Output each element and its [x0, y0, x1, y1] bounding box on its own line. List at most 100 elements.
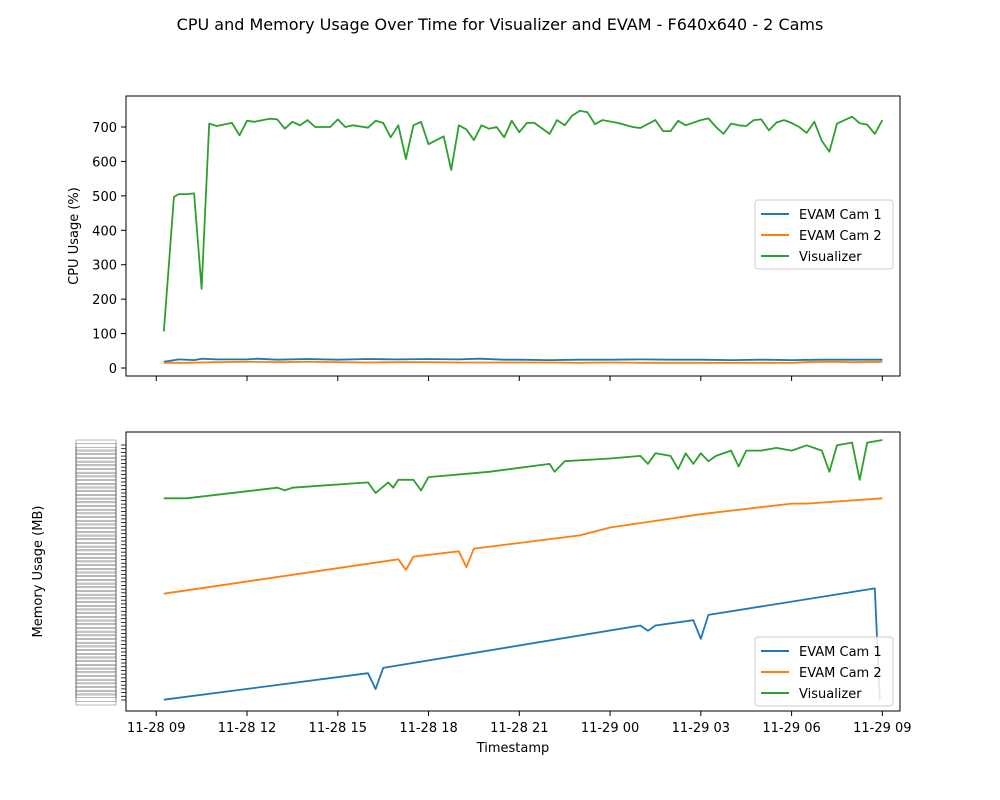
legend-label: EVAM Cam 1 [799, 645, 882, 660]
y-tick-label-illegible [75, 639, 117, 650]
y-tick-label-illegible [75, 469, 117, 480]
x-axis-title: Timestamp [476, 741, 550, 756]
series-line-visualizer [163, 439, 883, 500]
y-tick-label-illegible [75, 613, 117, 624]
y-tick-label-illegible [75, 476, 117, 488]
y-tick-label-illegible [75, 458, 117, 469]
y-tick-label-illegible [75, 643, 117, 654]
y-tick-label-illegible [75, 661, 117, 672]
x-tick-label: 11-29 03 [672, 721, 730, 736]
plot-frame [125, 431, 901, 712]
y-tick-label-illegible [75, 635, 117, 647]
y-tick-label-illegible [75, 606, 117, 617]
y-tick-label-illegible [75, 506, 117, 517]
y-tick-label-illegible [75, 591, 117, 602]
y-tick-label: 500 [92, 190, 117, 205]
y-tick-label-illegible [75, 583, 117, 595]
y-tick-label-illegible [75, 532, 117, 543]
y-axis-title: Memory Usage (MB) [31, 506, 46, 638]
y-tick-label: 300 [92, 259, 117, 274]
y-tick-label-illegible [75, 524, 117, 536]
y-tick-label-illegible [75, 528, 117, 539]
y-tick-label-illegible [75, 480, 117, 491]
y-tick-label-illegible [75, 447, 117, 458]
y-tick-label-illegible [75, 580, 117, 591]
y-tick-label-illegible [75, 617, 117, 628]
cpu-usage-plot: 0 100 200 300 400 500 600 700 CPU Usage (%) EVAM … [67, 95, 901, 381]
legend: EVAM Cam 1 EVAM Cam 2 Visualizer [754, 199, 894, 270]
y-tick-label-illegible [75, 439, 117, 451]
y-tick-label-illegible [75, 443, 117, 454]
y-tick-label-illegible [75, 461, 117, 473]
y-tick-label-illegible [75, 665, 117, 676]
y-tick-label-illegible [75, 521, 117, 532]
y-tick-label-illegible [75, 628, 117, 639]
x-tick-label: 11-29 00 [581, 721, 639, 736]
y-tick-label-illegible [75, 561, 117, 573]
series-line-visualizer [162, 109, 884, 332]
y-axis-title: CPU Usage (%) [67, 187, 82, 285]
y-tick-label: 0 [109, 362, 117, 377]
y-tick-label-illegible [75, 694, 117, 706]
legend-label: EVAM Cam 2 [799, 229, 882, 244]
y-tick-label-illegible [75, 598, 117, 610]
y-tick-label-illegible [75, 672, 117, 684]
y-tick-label-illegible [75, 687, 117, 698]
y-tick-label-illegible [75, 602, 117, 613]
y-tick-label-illegible [75, 654, 117, 665]
y-tick-label: 200 [92, 293, 117, 308]
y-tick-label-illegible [75, 565, 117, 576]
legend-label: EVAM Cam 2 [799, 666, 882, 681]
y-tick-label-illegible [75, 546, 117, 558]
y-tick-label-illegible [75, 502, 117, 514]
legend-label: Visualizer [799, 250, 862, 265]
x-tick-label: 11-29 09 [853, 721, 911, 736]
y-tick-label-illegible [75, 676, 117, 687]
x-tick-label: 11-28 12 [218, 721, 276, 736]
y-tick-label: 400 [92, 224, 117, 239]
y-tick-label-illegible [75, 450, 117, 462]
y-tick-label-illegible [75, 679, 117, 691]
y-tick-label: 700 [92, 121, 117, 136]
y-tick-label-illegible [75, 631, 117, 643]
y-tick-label-illegible [75, 554, 117, 565]
y-tick-label-illegible [75, 650, 117, 661]
y-tick-label: 600 [92, 155, 117, 170]
dense-y-ticks [75, 439, 126, 706]
legend-box [754, 199, 894, 270]
y-tick-label-illegible [75, 487, 117, 499]
y-tick-label: 100 [92, 328, 117, 343]
legend: EVAM Cam 1 EVAM Cam 2 Visualizer [754, 636, 894, 707]
y-tick-label-illegible [75, 572, 117, 584]
y-tick-label-illegible [75, 535, 117, 547]
y-tick-label-illegible [75, 495, 117, 506]
x-tick-label: 11-28 21 [490, 721, 548, 736]
y-tick-label-illegible [75, 668, 117, 680]
y-tick-label-illegible [75, 550, 117, 562]
series-line-evam-cam-1 [163, 357, 883, 363]
legend-box [754, 636, 894, 707]
series-line-evam-cam-1 [163, 587, 881, 701]
y-tick-label-illegible [75, 509, 117, 521]
y-tick-label-illegible [75, 587, 117, 599]
y-tick-label-illegible [75, 594, 117, 606]
plot-frame [125, 95, 901, 377]
y-tick-label-illegible [75, 517, 117, 528]
legend-label: Visualizer [799, 687, 862, 702]
y-tick-label-illegible [75, 691, 117, 702]
y-tick-label-illegible [75, 473, 117, 484]
y-tick-label-illegible [75, 491, 117, 502]
y-tick-label-illegible [75, 539, 117, 551]
memory-usage-plot: 11-28 09 11-28 12 11-28 15 11-28 18 11-28 21… [31, 431, 912, 756]
y-tick-label-illegible [75, 465, 117, 477]
y-tick-label-illegible [75, 543, 117, 554]
y-tick-label-illegible [75, 513, 117, 525]
y-tick-label-illegible [75, 454, 117, 466]
y-tick-label-illegible [75, 683, 117, 695]
series-line-evam-cam-2 [163, 497, 883, 595]
y-tick-label-illegible [75, 609, 117, 621]
x-tick-label: 11-28 09 [127, 721, 185, 736]
series-line-evam-cam-2 [163, 360, 883, 364]
y-tick-label-illegible [75, 484, 117, 495]
